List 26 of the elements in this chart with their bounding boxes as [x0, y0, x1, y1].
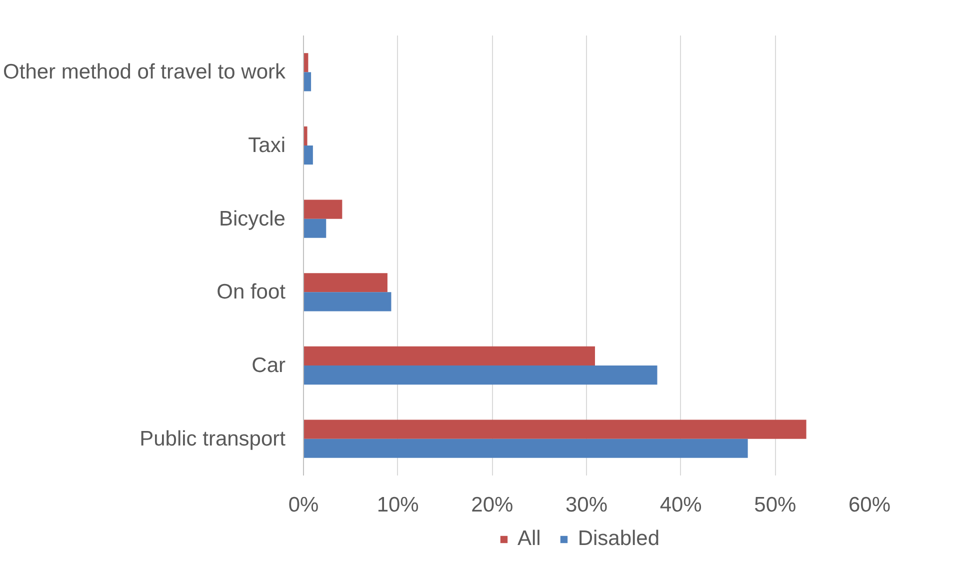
y-tick-label: Other method of travel to work — [3, 60, 286, 84]
bar — [304, 346, 595, 366]
x-tick-label: 0% — [288, 494, 319, 516]
bar — [304, 218, 326, 238]
y-tick-label: Car — [252, 354, 286, 377]
bar — [304, 420, 806, 439]
x-tick-label: 20% — [471, 494, 514, 516]
x-tick-label: 40% — [660, 494, 702, 516]
x-tick-label: 60% — [848, 494, 891, 516]
bar — [304, 72, 312, 92]
legend-label: All — [517, 527, 541, 551]
bar — [304, 273, 388, 292]
y-tick-label: Bicycle — [218, 207, 286, 230]
bar — [304, 200, 342, 219]
y-tick-label: Public transport — [140, 427, 286, 450]
x-tick-label: 30% — [565, 494, 608, 516]
bar — [304, 292, 392, 312]
y-tick-label: On foot — [216, 280, 286, 304]
legend-label: Disabled — [578, 527, 660, 551]
bar — [304, 366, 658, 385]
bar — [304, 126, 308, 146]
x-tick-label: 10% — [376, 494, 419, 516]
bar — [304, 438, 748, 458]
bar — [304, 146, 313, 165]
x-tick-label: 50% — [754, 494, 796, 516]
y-tick-label: Taxi — [248, 134, 286, 157]
